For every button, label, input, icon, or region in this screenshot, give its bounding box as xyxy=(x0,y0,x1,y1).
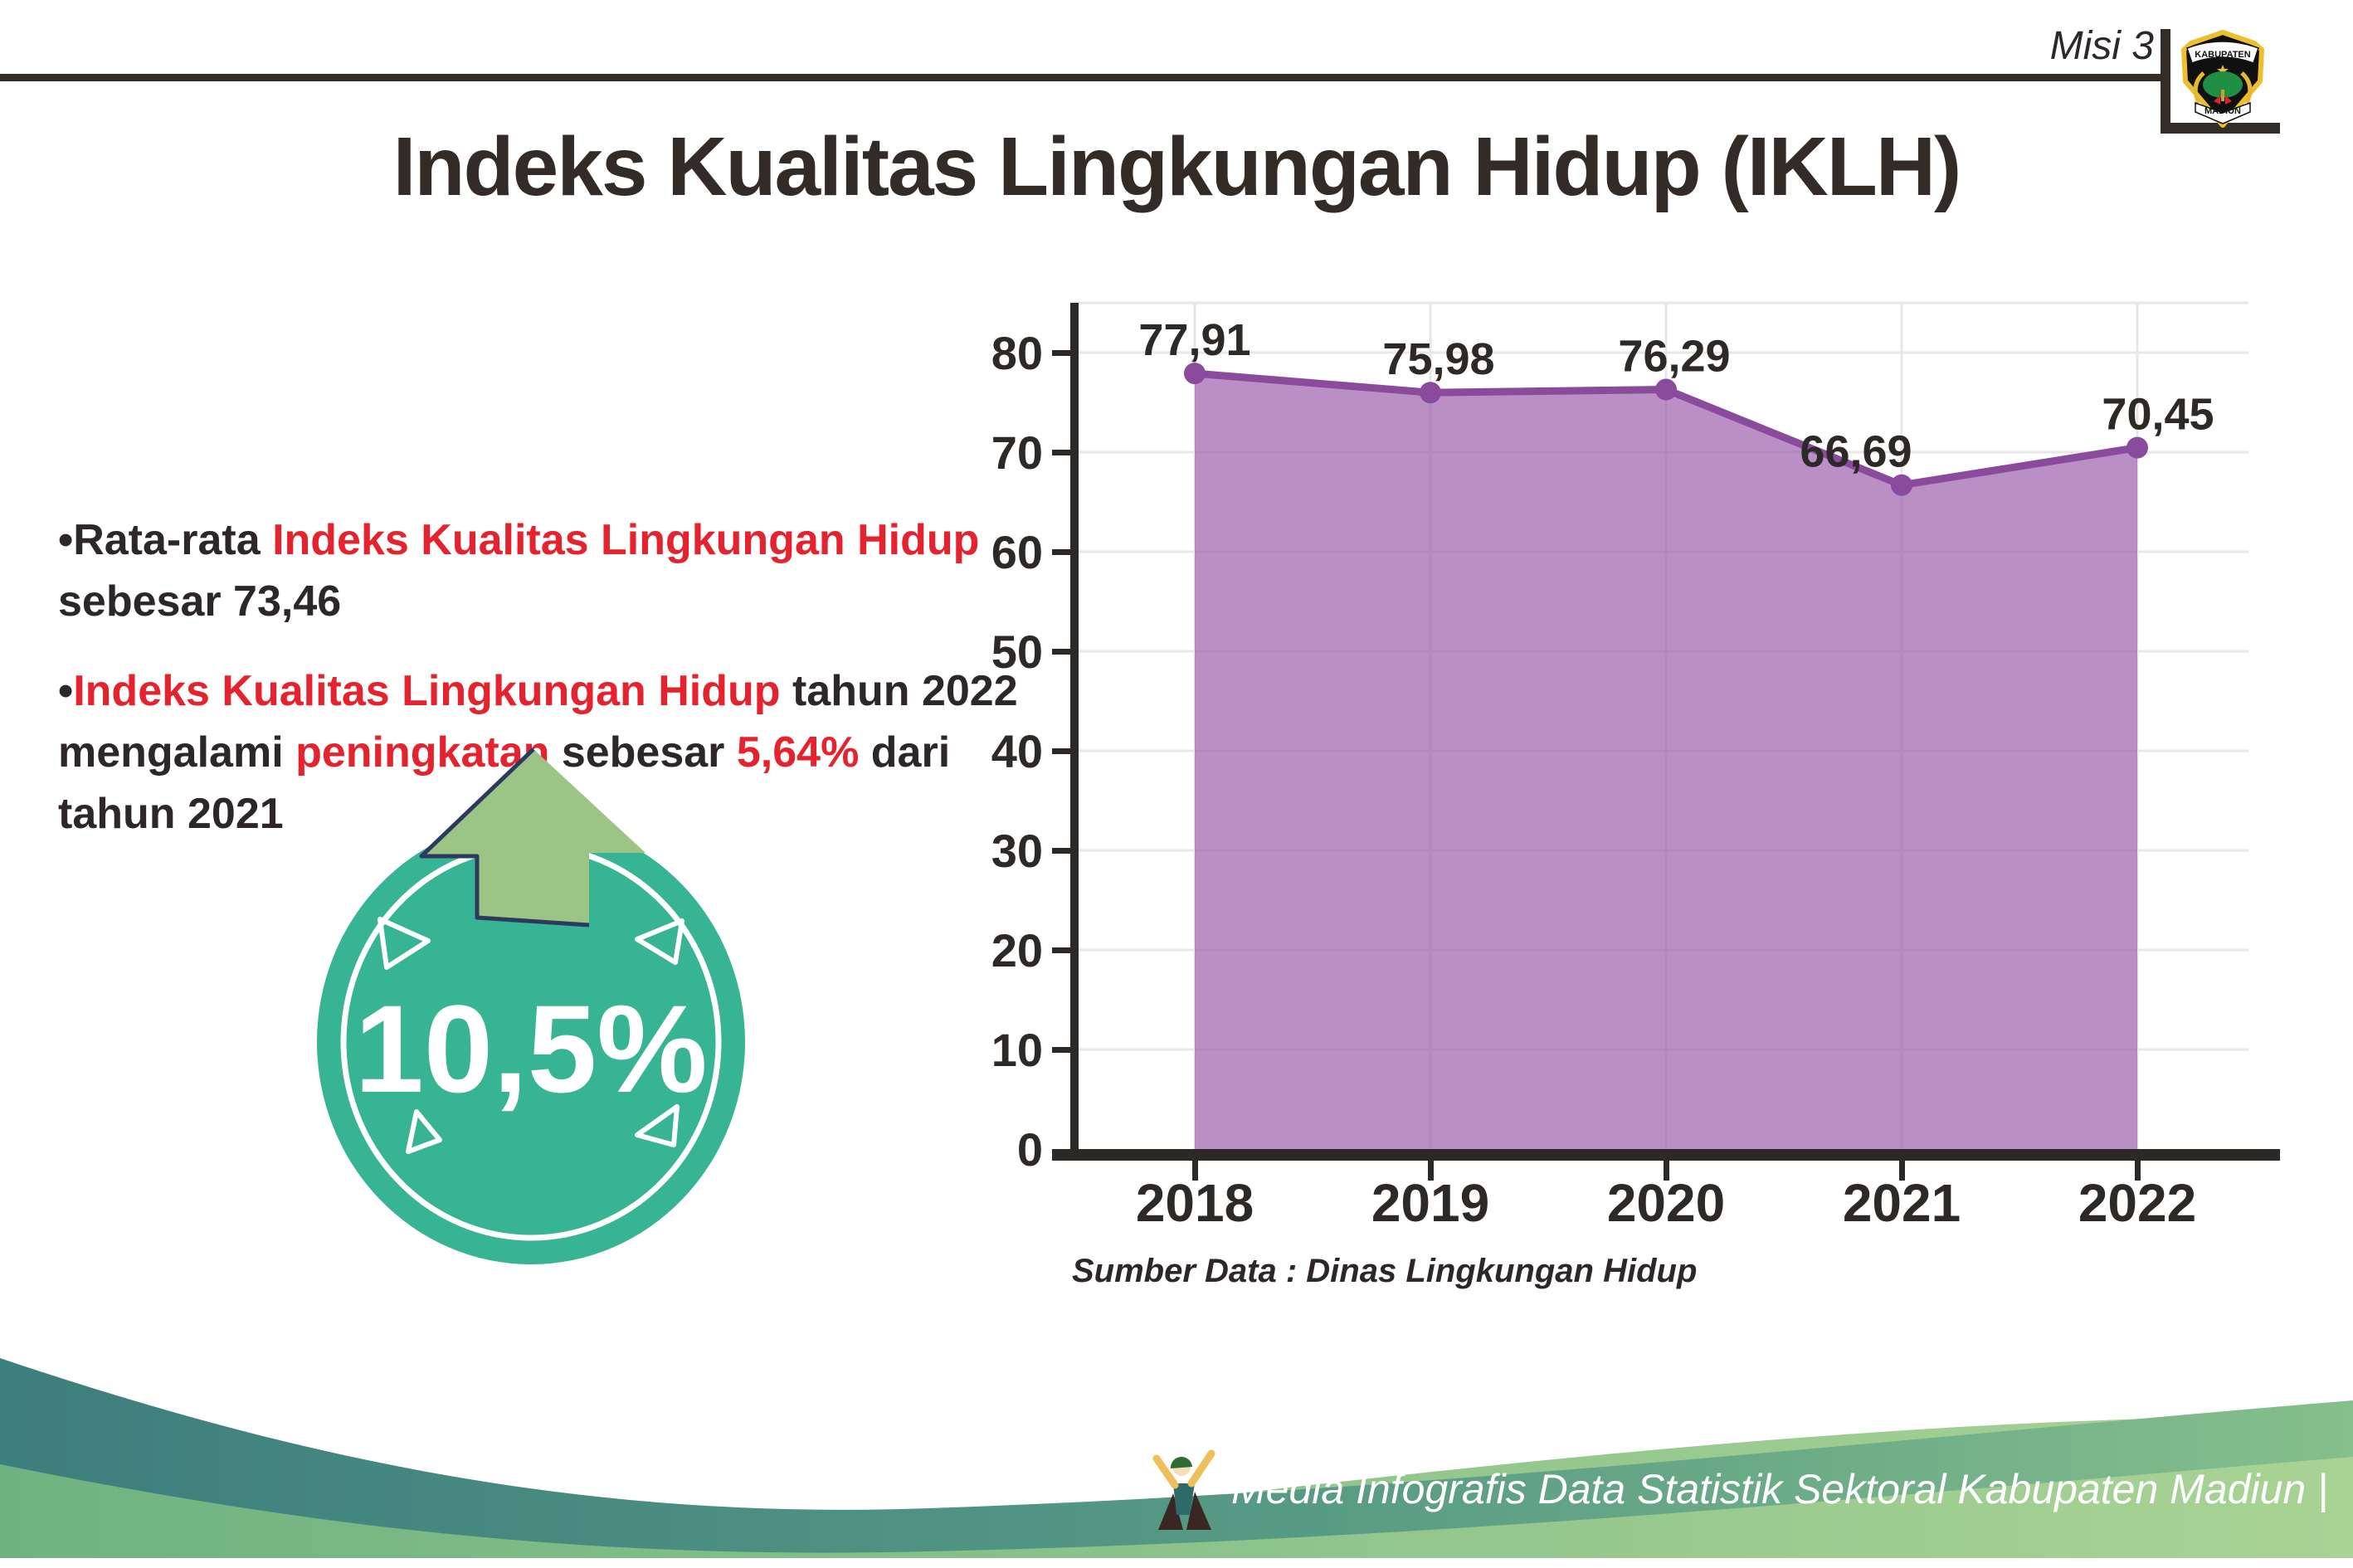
increase-badge: 10,5% xyxy=(317,747,745,1264)
svg-text:77,91: 77,91 xyxy=(1138,315,1250,365)
highlight-text: Indeks Kualitas Lingkungan Hidup xyxy=(272,516,980,564)
svg-text:10: 10 xyxy=(991,1024,1043,1076)
svg-text:0: 0 xyxy=(1017,1123,1043,1176)
svg-text:20: 20 xyxy=(991,924,1043,976)
bullet-average-iklh: •Rata-rata Indeks Kualitas Lingkungan Hi… xyxy=(58,509,1153,632)
page-title: Indeks Kualitas Lingkungan Hidup (IKLH) xyxy=(392,120,1962,213)
bullet-increase-iklh: •Indeks Kualitas Lingkungan Hidup tahun … xyxy=(58,660,1153,845)
plain-text: sebesar xyxy=(549,728,737,777)
svg-text:40: 40 xyxy=(991,725,1043,777)
svg-text:2018: 2018 xyxy=(1136,1173,1254,1233)
svg-text:66,69: 66,69 xyxy=(1800,427,1912,477)
svg-text:30: 30 xyxy=(991,825,1043,877)
plain-text: • xyxy=(58,667,74,715)
plain-text: dari tahun 2021 xyxy=(58,728,951,838)
chart-source-label: Sumber Data : Dinas Lingkungan Hidup xyxy=(1072,1253,1698,1289)
svg-text:70: 70 xyxy=(991,426,1043,479)
svg-text:80: 80 xyxy=(991,327,1043,379)
logo-frame-vertical xyxy=(2161,29,2170,134)
svg-text:2021: 2021 xyxy=(1843,1173,1961,1233)
misi-label: Misi 3 xyxy=(2049,24,2154,68)
badge-value: 10,5% xyxy=(354,979,707,1118)
footer-wave xyxy=(0,1358,2353,1568)
mascot-icon xyxy=(1152,1449,1215,1530)
iklh-area-chart: 0 10 20 30 40 50 60 70 80 2018 2019 2020 2021 2022 77,… xyxy=(991,301,2280,1233)
svg-text:60: 60 xyxy=(991,526,1043,578)
svg-text:75,98: 75,98 xyxy=(1382,334,1494,384)
logo-frame-foot xyxy=(2161,123,2280,134)
plain-text: tahun 2022 mengalami xyxy=(58,667,1018,777)
plain-text: •Rata-rata xyxy=(58,516,273,564)
svg-text:2020: 2020 xyxy=(1607,1173,1725,1233)
logo-top-text: KABUPATEN xyxy=(2195,50,2250,60)
plain-text: sebesar 73,46 xyxy=(58,577,342,626)
highlight-text: 5,64% xyxy=(736,728,860,777)
footer-caption: Media Infografis Data Statistik Sektoral… xyxy=(1231,1466,2329,1512)
highlight-text: peningkatan xyxy=(295,728,550,777)
kabupaten-madiun-logo-icon: KABUPATEN MADIUN xyxy=(2181,30,2264,128)
svg-text:70,45: 70,45 xyxy=(2102,390,2214,440)
header-rule xyxy=(0,74,2161,81)
highlight-text: Indeks Kualitas Lingkungan Hidup xyxy=(73,667,781,715)
svg-text:76,29: 76,29 xyxy=(1618,332,1730,382)
svg-text:2022: 2022 xyxy=(2078,1173,2196,1233)
logo-bottom-text: MADIUN xyxy=(2204,106,2241,116)
svg-text:50: 50 xyxy=(991,626,1043,678)
badge-circle xyxy=(317,820,745,1264)
svg-text:2019: 2019 xyxy=(1371,1173,1489,1233)
